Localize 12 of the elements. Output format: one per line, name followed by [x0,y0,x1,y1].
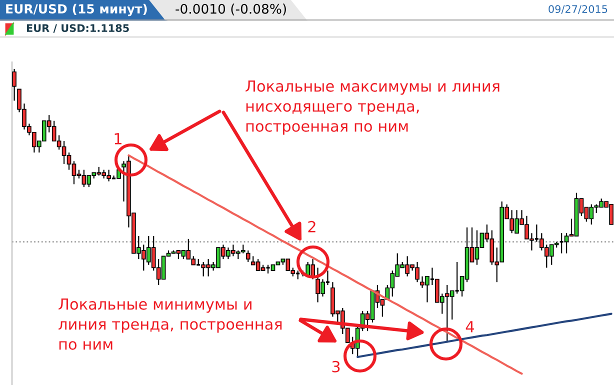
chart-title: EUR/USD (15 минут) [6,4,147,16]
candlestick [12,68,16,102]
candlestick [246,250,250,263]
annotation: Локальные минимумы и линия тренда, построенная по ним [58,298,282,350]
chart-subtitle: -0.0010 (-0.08%) [176,4,286,16]
annotation: Локальные максимумы и линия нисходящего тренда, построенная по ним [246,80,500,135]
annotation: 4 [466,321,474,332]
text: EUR / USD:1.1185 [26,24,129,33]
annotation: 2 [308,220,316,232]
text: 3 [332,360,340,372]
text: 09/27/2015 [548,5,608,14]
annotation: 1 [114,133,122,144]
